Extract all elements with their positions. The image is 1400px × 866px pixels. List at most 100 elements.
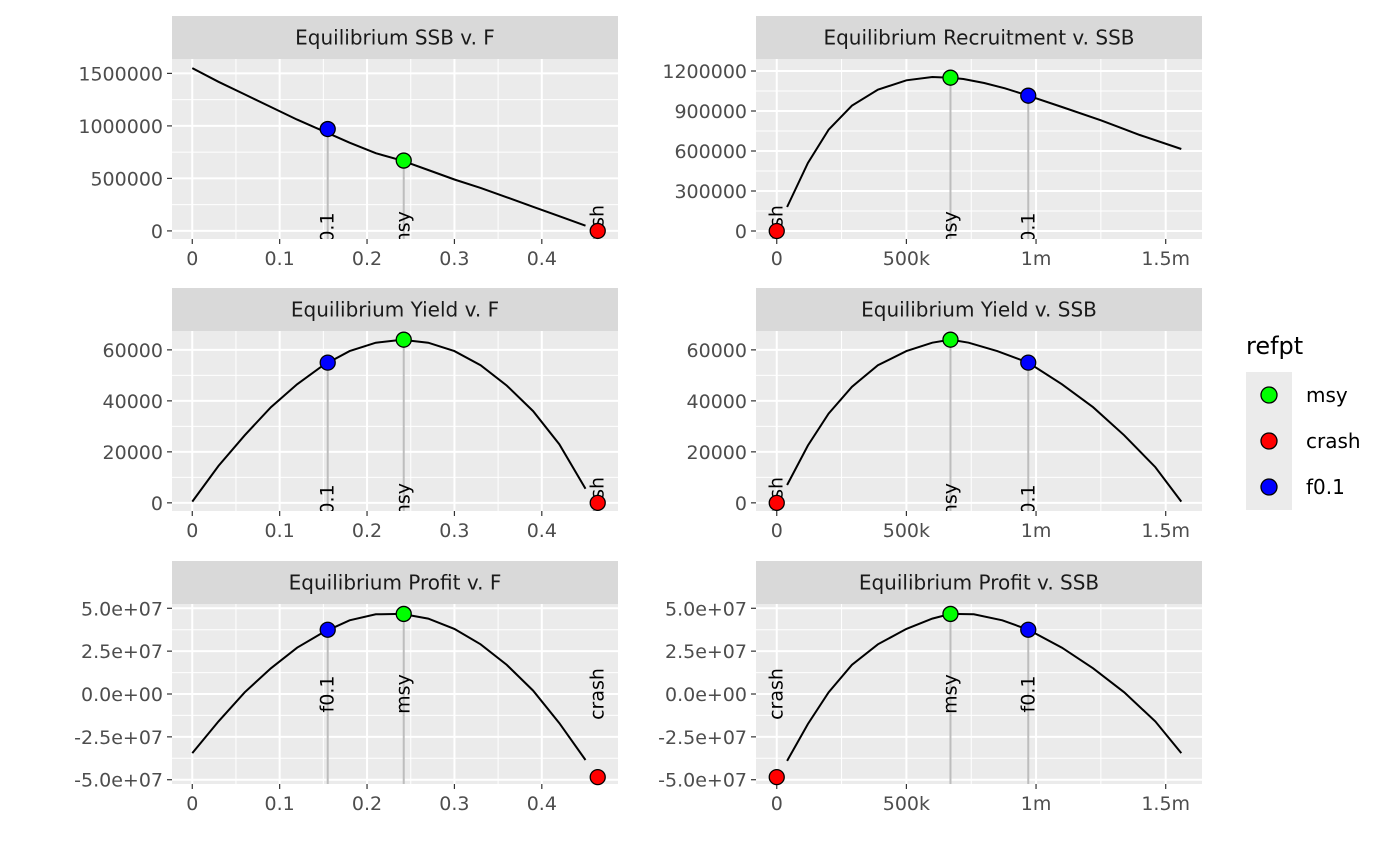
x-tick-label: 0.3 [439, 520, 469, 542]
ref-label-msy: msy [939, 674, 961, 714]
ref-label-f0-1: f0.1 [317, 676, 339, 713]
ref-label-f0-1: f0.1 [1017, 676, 1039, 713]
x-tick-label: 0.2 [352, 520, 382, 542]
y-tick-label: 2.5e+07 [81, 641, 163, 663]
panel-background [756, 331, 1202, 511]
point-f0-1 [1020, 87, 1037, 104]
x-tick-label: 0.1 [265, 520, 295, 542]
point-msy [942, 605, 959, 623]
x-tick-label: 0.4 [527, 248, 557, 270]
point-msy [395, 331, 412, 348]
equilibrium-curve [191, 612, 587, 761]
ref-label-crash: crash [766, 668, 788, 720]
legend-label-f0.1: f0.1 [1306, 475, 1345, 499]
x-tick-label: 500k [883, 248, 930, 270]
ref-label-msy: msy [393, 674, 415, 714]
point-f0-1 [319, 354, 336, 371]
point-crash [768, 768, 785, 786]
panel-equilibrium-yield-v-ssb: Equilibrium Yield v. SSB 0 500k 1m 1.5m 0 2000… [687, 288, 1202, 542]
x-tick-label: 500k [883, 793, 930, 815]
y-tick-label: 40000 [103, 391, 163, 413]
panel-equilibrium-recruitment-v-ssb: Equilibrium Recruitment v. SSB 0 500k 1m 1.5… [662, 16, 1202, 270]
y-tick-label: 60000 [687, 340, 747, 362]
y-tick-label: 500000 [90, 168, 163, 190]
point-crash [589, 222, 606, 240]
gridlines [172, 604, 618, 784]
equilibrium-curve [191, 67, 586, 227]
panel-equilibrium-profit-v-f: Equilibrium Profit v. F 0 0.1 0.2 0.3 0.4 -5.0… [74, 561, 618, 815]
x-tick-label: 1m [1021, 248, 1052, 270]
point-crash [768, 494, 785, 511]
legend-swatch-f0.1 [1260, 478, 1278, 496]
y-tick-label: 0 [735, 221, 747, 243]
ref-label-f0-1: f0.1 [1017, 484, 1039, 521]
x-tick-label: 0.2 [352, 793, 382, 815]
x-tick-label: 0 [771, 793, 783, 815]
ref-label-f0-1: f0.1 [317, 212, 339, 249]
x-tick-label: 0.4 [527, 793, 557, 815]
point-msy [942, 331, 959, 348]
panel-title: Equilibrium Recruitment v. SSB [823, 26, 1134, 50]
ref-label-msy: msy [393, 211, 415, 251]
ref-label-crash: crash [587, 668, 609, 720]
panel-strip [172, 561, 618, 604]
panel-background [172, 59, 618, 239]
point-f0-1 [319, 621, 336, 638]
ref-label-msy: msy [393, 483, 415, 523]
panel-background [756, 59, 1202, 239]
point-msy [942, 69, 959, 86]
y-tick-label: 300000 [674, 181, 747, 203]
y-tick-label: 5.0e+07 [665, 598, 747, 620]
point-crash [768, 222, 785, 240]
legend-title: refpt [1246, 332, 1303, 360]
x-tick-label: 0 [186, 520, 198, 542]
point-msy [395, 605, 412, 623]
x-tick-label: 0.3 [439, 793, 469, 815]
equilibrium-curve [191, 338, 587, 503]
x-tick-label: 0.3 [439, 248, 469, 270]
y-tick-label: 0.0e+00 [81, 684, 163, 706]
point-f0-1 [1020, 354, 1037, 371]
ref-label-msy: msy [939, 483, 961, 523]
panel-equilibrium-profit-v-ssb: Equilibrium Profit v. SSB 0 500k 1m 1.5m -5.0… [658, 561, 1202, 815]
ref-label-msy: msy [939, 211, 961, 251]
x-tick-label: 1m [1021, 520, 1052, 542]
ref-label-f0-1: f0.1 [317, 484, 339, 521]
panel-title: Equilibrium Yield v. SSB [861, 298, 1097, 322]
y-tick-label: 1000000 [78, 116, 163, 138]
point-f0-1 [1020, 621, 1037, 638]
y-tick-label: 900000 [674, 101, 747, 123]
y-tick-label: -2.5e+07 [658, 727, 747, 749]
y-tick-label: 1500000 [78, 63, 163, 85]
x-tick-label: 0.2 [352, 248, 382, 270]
legend-swatch-crash [1260, 432, 1278, 450]
y-tick-label: -5.0e+07 [658, 770, 747, 792]
panel-title: Equilibrium Profit v. F [289, 571, 502, 595]
gridlines [756, 59, 1202, 239]
y-tick-label: 20000 [687, 442, 747, 464]
panel-title: Equilibrium SSB v. F [295, 26, 495, 50]
y-tick-label: 1200000 [662, 61, 747, 83]
x-tick-label: 500k [883, 520, 930, 542]
legend-label-crash: crash [1306, 429, 1361, 453]
x-tick-label: 0.1 [265, 793, 295, 815]
panel-equilibrium-ssb-v-f: Equilibrium SSB v. F 0 0.1 0.2 0.3 0.4 0 500000… [78, 16, 618, 270]
x-tick-label: 0.4 [527, 520, 557, 542]
panel-background [172, 331, 618, 511]
y-tick-label: 600000 [674, 141, 747, 163]
panel-strip [756, 561, 1202, 604]
panel-strip [172, 16, 618, 59]
point-crash [589, 494, 606, 511]
y-tick-label: 2.5e+07 [665, 641, 747, 663]
panel-equilibrium-yield-v-f: Equilibrium Yield v. F 0 0.1 0.2 0.3 0.4 0 2000… [103, 288, 618, 542]
panels: Equilibrium SSB v. F 0 0.1 0.2 0.3 0.4 0 500000… [74, 16, 1202, 815]
x-tick-label: 0 [186, 248, 198, 270]
panel-strip [756, 16, 1202, 59]
x-tick-label: 1m [1021, 793, 1052, 815]
x-tick-label: 1.5m [1141, 248, 1190, 270]
y-tick-label: 40000 [687, 391, 747, 413]
point-msy [395, 152, 412, 169]
y-tick-label: 0.0e+00 [665, 684, 747, 706]
y-tick-label: -2.5e+07 [74, 727, 163, 749]
